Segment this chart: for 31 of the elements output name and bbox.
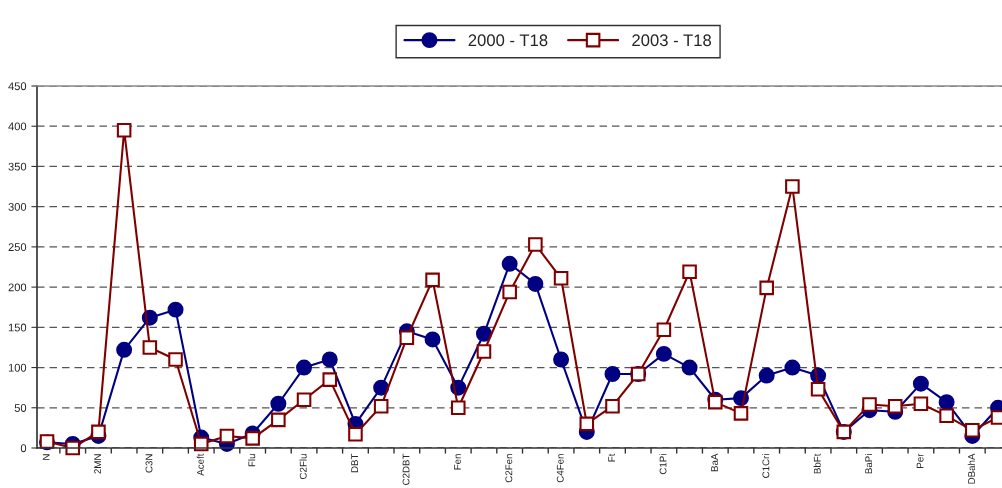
y-tick-label: 250: [8, 243, 27, 252]
x-tick-label: DBT: [351, 453, 358, 473]
y-tick-label: 50: [14, 404, 27, 412]
x-tick-label: Aceft: [196, 453, 204, 476]
x-tick-label: BaA: [711, 453, 718, 472]
x-tick-label: C1Pi: [659, 454, 667, 475]
x-tick-label: DBahA: [967, 453, 975, 484]
y-tick-label: 300: [8, 202, 27, 211]
x-tick-label: N: [42, 454, 50, 460]
x-tick-label: Flu: [248, 454, 256, 467]
y-tick-label: 200: [8, 283, 27, 292]
y-tick-label: 400: [8, 122, 27, 131]
x-tick-label: C2Fen: [505, 454, 513, 483]
x-tick-label: C3N: [145, 454, 153, 473]
legend-label: 2000 - T18: [468, 34, 548, 47]
x-tick-label: BaPi: [864, 454, 873, 474]
x-tick-label: Fen: [454, 454, 461, 470]
x-tick-label: C2Flu: [299, 454, 307, 479]
y-tick-label: 100: [8, 363, 27, 372]
legend-label: 2003 - T18: [632, 34, 712, 47]
y-tick-label: 150: [8, 323, 27, 332]
x-tick-label: Ft: [608, 453, 616, 462]
y-tick-label: 350: [8, 162, 27, 171]
x-tick-label: C2DBT: [402, 453, 410, 485]
x-tick-label: C4Fen: [556, 454, 564, 483]
x-tick-label: C1Cri: [762, 454, 770, 478]
x-tick-label: 2MN: [94, 454, 101, 474]
x-tick-label: Per: [916, 453, 924, 468]
y-tick-label: 0: [20, 444, 27, 453]
y-tick-label: 450: [8, 82, 27, 91]
x-tick-label: BbFt: [813, 453, 821, 474]
